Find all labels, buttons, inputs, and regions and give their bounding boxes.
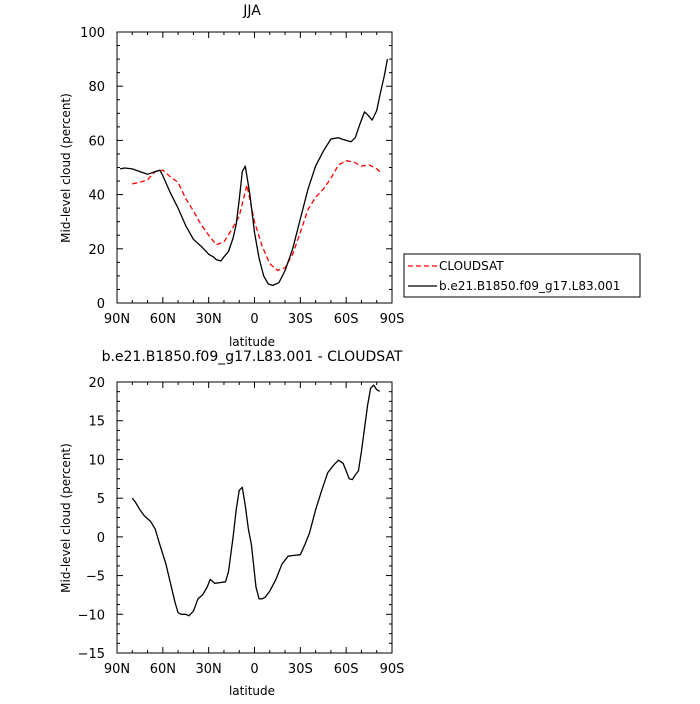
y-tick-label: 0: [97, 531, 105, 546]
x-tick-label: 90S: [380, 662, 405, 677]
bottom-y-axis-label: Mid-level cloud (percent): [59, 443, 73, 593]
top-y-ticks: 0 20 40 60 80 100: [80, 26, 392, 312]
top-x-axis-label: latitude: [229, 335, 275, 349]
legend-label-model: b.e21.B1850.f09_g17.L83.001: [439, 279, 620, 293]
y-tick-label: 40: [88, 189, 105, 204]
bottom-series-group: [131, 384, 381, 617]
x-tick-label: 0: [250, 312, 258, 327]
top-chart-title: JJA: [242, 3, 261, 19]
x-tick-label: 90S: [380, 312, 405, 327]
x-tick-label: 90N: [104, 312, 130, 327]
y-tick-label: 60: [88, 134, 105, 149]
x-tick-label: 60N: [150, 662, 176, 677]
y-tick-label: 5: [97, 492, 105, 507]
top-y-axis-label: Mid-level cloud (percent): [59, 93, 73, 243]
top-x-ticks: 90N 60N 30N 0 30S 60S 90S: [104, 32, 405, 327]
x-tick-label: 30S: [288, 312, 313, 327]
legend-label-cloudsat: CLOUDSAT: [439, 259, 504, 273]
y-tick-label: 15: [88, 415, 105, 430]
bottom-x-ticks: 90N 60N 30N 0 30S 60S 90S: [104, 382, 405, 677]
y-tick-label: 0: [97, 297, 105, 312]
y-tick-label: 20: [88, 243, 105, 258]
bottom-y-ticks: −15 −10 −5 0 5 10 15 20: [78, 376, 392, 662]
y-tick-label: 10: [88, 453, 105, 468]
bottom-chart-title: b.e21.B1850.f09_g17.L83.001 - CLOUDSAT: [102, 349, 403, 365]
x-tick-label: 90N: [104, 662, 130, 677]
x-tick-label: 0: [250, 662, 258, 677]
x-tick-label: 30S: [288, 662, 313, 677]
y-tick-label: −5: [86, 570, 105, 585]
top-panel: JJA 90N 60N 30N 0 30S 60S 90S 0 20 40 60 80 100 lat…: [59, 3, 641, 349]
legend-box: [403, 253, 641, 298]
bottom-x-axis-label: latitude: [229, 684, 275, 698]
top-series-group: [119, 58, 389, 287]
x-tick-label: 60S: [334, 312, 359, 327]
y-tick-label: −15: [78, 647, 105, 662]
y-tick-label: 100: [80, 26, 105, 41]
top-series-line-0: [132, 160, 381, 272]
x-tick-label: 30N: [196, 662, 222, 677]
x-tick-label: 30N: [196, 312, 222, 327]
y-tick-label: −10: [78, 608, 105, 623]
top-series-line-1: [119, 58, 389, 287]
x-tick-label: 60S: [334, 662, 359, 677]
y-tick-label: 80: [88, 80, 105, 95]
legend: CLOUDSAT b.e21.B1850.f09_g17.L83.001: [403, 253, 641, 298]
bottom-series-line-0: [131, 384, 381, 617]
x-tick-label: 60N: [150, 312, 176, 327]
y-tick-label: 20: [88, 376, 105, 391]
bottom-panel: b.e21.B1850.f09_g17.L83.001 - CLOUDSAT 9…: [59, 349, 404, 698]
